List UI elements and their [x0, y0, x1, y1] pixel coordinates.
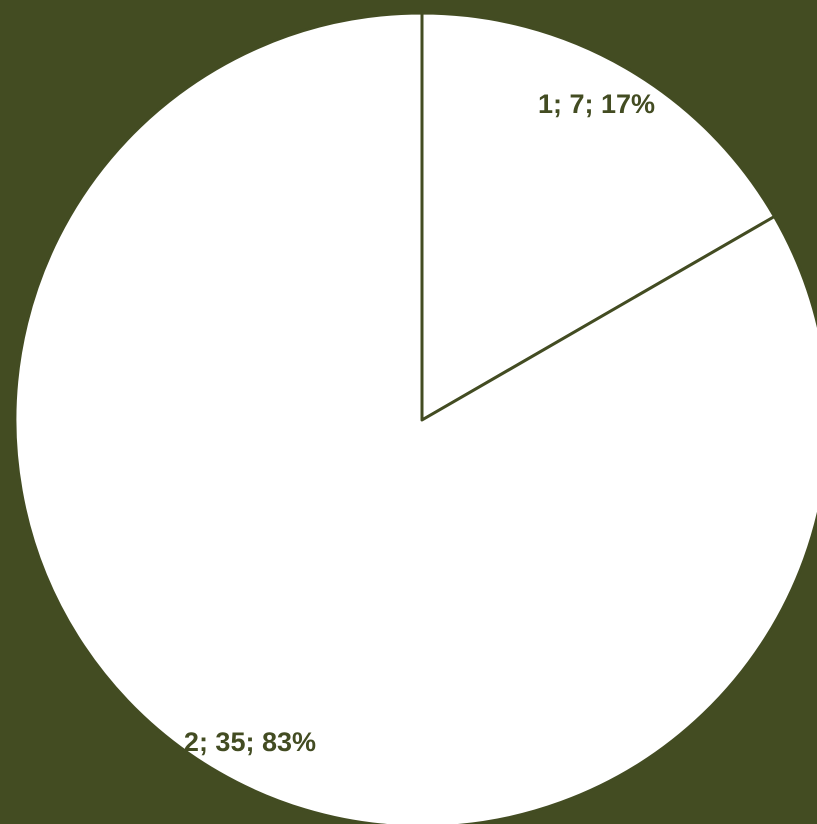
- pie-slice-2: [13, 11, 817, 824]
- data-label-slice-1: 1; 7; 17%: [538, 89, 655, 119]
- pie-data-labels: 1; 7; 17% 2; 35; 83%: [184, 89, 655, 757]
- data-label-slice-2: 2; 35; 83%: [184, 727, 316, 757]
- pie-slices: [13, 11, 817, 824]
- pie-slice-1: [420, 11, 776, 422]
